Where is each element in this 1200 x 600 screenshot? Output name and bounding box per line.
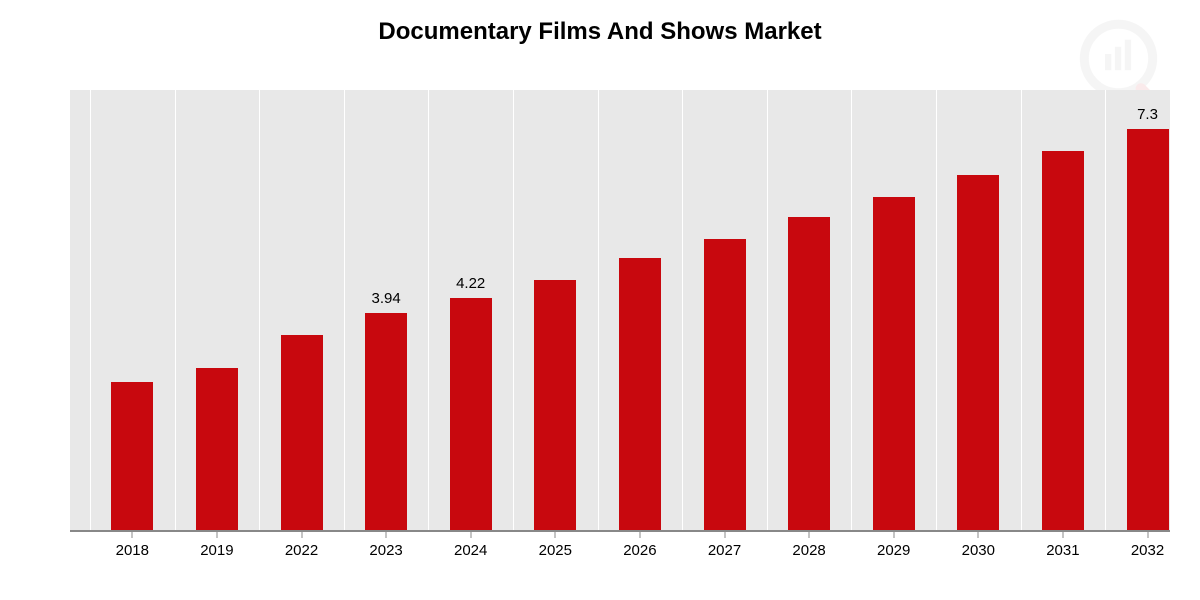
bar: [196, 368, 238, 530]
bar: [788, 217, 830, 531]
gridline: [1021, 90, 1022, 530]
plot-area: 2018201920223.9420234.222024202520262027…: [70, 90, 1170, 532]
gridline: [936, 90, 937, 530]
chart-container: Documentary Films And Shows Market Marke…: [0, 0, 1200, 600]
x-tick-label: 2022: [262, 530, 342, 559]
bar: [1042, 151, 1084, 531]
gridline: [851, 90, 852, 530]
gridline: [767, 90, 768, 530]
gridline: [598, 90, 599, 530]
bar: [111, 382, 153, 531]
x-tick-label: 2019: [177, 530, 257, 559]
gridline: [90, 90, 91, 530]
x-tick-label: 2030: [938, 530, 1018, 559]
gridline: [513, 90, 514, 530]
bar-value-label: 4.22: [431, 275, 511, 292]
bar-value-label: 3.94: [346, 290, 426, 307]
x-tick-label: 2018: [92, 530, 172, 559]
x-tick-label: 2031: [1023, 530, 1103, 559]
bar: [873, 197, 915, 530]
x-tick-label: 2027: [685, 530, 765, 559]
x-tick-label: 2023: [346, 530, 426, 559]
gridline: [682, 90, 683, 530]
bar: [450, 298, 492, 530]
bar: [1127, 129, 1169, 531]
bar-value-label: 7.3: [1108, 106, 1188, 123]
gridline: [344, 90, 345, 530]
x-tick-label: 2025: [515, 530, 595, 559]
bar: [957, 175, 999, 530]
bar: [281, 335, 323, 530]
bar: [365, 313, 407, 530]
gridline: [428, 90, 429, 530]
gridline: [175, 90, 176, 530]
gridline: [1105, 90, 1106, 530]
gridline: [1190, 90, 1191, 530]
bar: [704, 239, 746, 531]
x-tick-label: 2024: [431, 530, 511, 559]
bar: [534, 280, 576, 530]
x-tick-label: 2026: [600, 530, 680, 559]
x-tick-label: 2032: [1108, 530, 1188, 559]
chart-title: Documentary Films And Shows Market: [0, 18, 1200, 46]
x-tick-label: 2029: [854, 530, 934, 559]
x-tick-label: 2028: [769, 530, 849, 559]
bar: [619, 258, 661, 530]
gridline: [259, 90, 260, 530]
